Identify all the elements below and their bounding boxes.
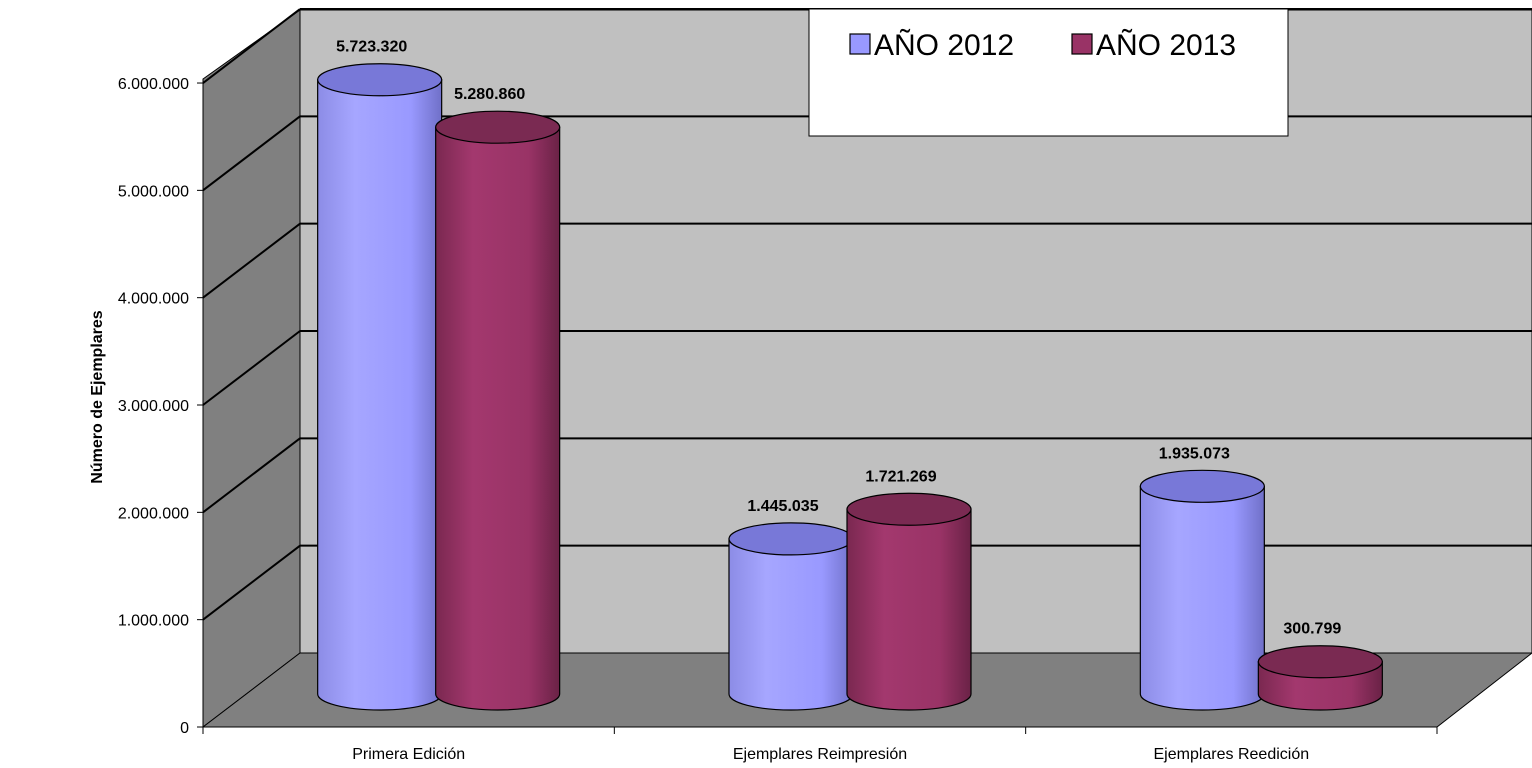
y-tick-label: 0 bbox=[180, 720, 189, 737]
y-tick-label: 2.000.000 bbox=[118, 505, 189, 522]
y-tick-label: 6.000.000 bbox=[118, 76, 189, 93]
gridline-side bbox=[202, 8, 301, 84]
y-tick-label: 1.000.000 bbox=[118, 613, 189, 630]
x-tick-label: Ejemplares Reedición bbox=[1154, 746, 1310, 763]
data-label: 5.280.860 bbox=[454, 86, 525, 103]
bar-top bbox=[728, 522, 854, 556]
legend: AÑO 2012 AÑO 2013 bbox=[808, 8, 1289, 137]
y-tick-label: 5.000.000 bbox=[118, 183, 189, 200]
data-label: 5.723.320 bbox=[336, 39, 407, 56]
y-axis-label: Número de Ejemplares bbox=[89, 310, 106, 484]
bar bbox=[728, 522, 854, 711]
y-tick-label: 3.000.000 bbox=[118, 398, 189, 415]
axes: 0 1.000.000 2.000.000 3.000.000 4.000.000 5.0… bbox=[118, 76, 1438, 763]
bar bbox=[1257, 645, 1383, 711]
bar-body bbox=[728, 538, 854, 711]
bar bbox=[1139, 469, 1265, 711]
data-labels: 5.723.320 1.445.035 1.935.073 5.280.860 1.72… bbox=[336, 39, 1341, 638]
data-label: 1.721.269 bbox=[865, 468, 936, 485]
gridline-side bbox=[202, 115, 301, 192]
bar bbox=[846, 492, 972, 711]
legend-label: AÑO 2013 bbox=[1096, 28, 1236, 62]
legend-swatch bbox=[849, 33, 871, 55]
data-label: 1.935.073 bbox=[1159, 445, 1230, 462]
gridline-side bbox=[202, 437, 301, 514]
bar-top bbox=[846, 492, 972, 526]
gridline-side bbox=[202, 222, 301, 299]
gridline-side bbox=[202, 544, 301, 621]
bar bbox=[435, 110, 561, 711]
bar-body bbox=[435, 126, 561, 711]
legend-label: AÑO 2012 bbox=[874, 28, 1014, 62]
y-tick-label: 4.000.000 bbox=[118, 291, 189, 308]
x-tick-label: Ejemplares Reimpresión bbox=[733, 746, 907, 763]
bars bbox=[317, 63, 1383, 711]
x-tick-label: Primera Edición bbox=[352, 746, 465, 763]
bar-top bbox=[317, 63, 443, 97]
data-label: 300.799 bbox=[1283, 621, 1341, 638]
bar-body bbox=[846, 508, 972, 711]
legend-box bbox=[808, 8, 1289, 137]
bar-top bbox=[435, 110, 561, 144]
bar-top bbox=[1257, 645, 1383, 679]
legend-swatch bbox=[1071, 33, 1093, 55]
bar bbox=[317, 63, 443, 711]
bar-body bbox=[317, 79, 443, 711]
data-label: 1.445.035 bbox=[747, 498, 818, 515]
gridline-side bbox=[202, 330, 301, 406]
bar-body bbox=[1139, 485, 1265, 711]
bar-top bbox=[1139, 469, 1265, 503]
